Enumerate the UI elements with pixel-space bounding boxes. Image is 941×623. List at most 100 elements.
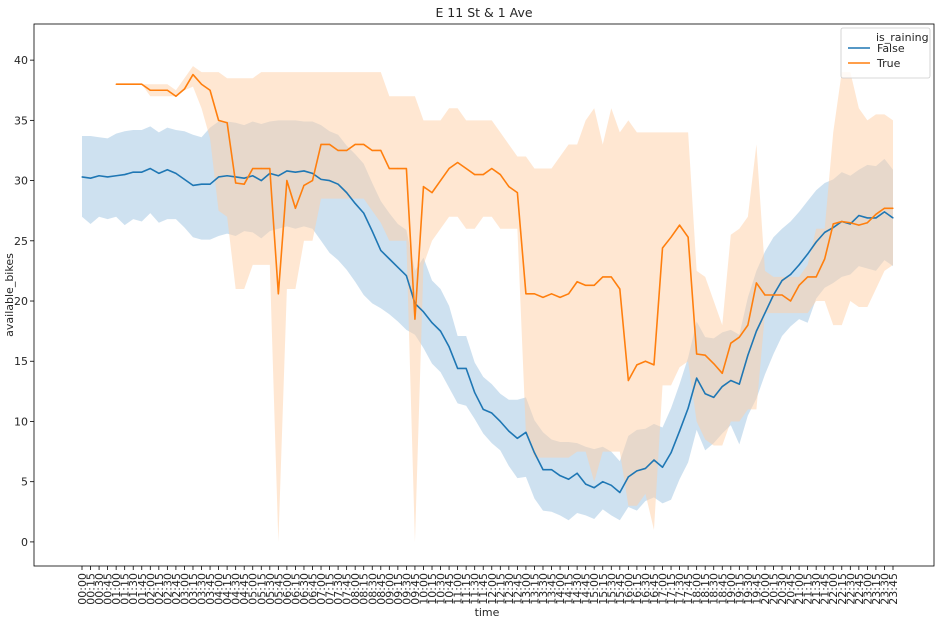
data-point bbox=[320, 178, 322, 180]
y-tick-label: 35 bbox=[14, 114, 28, 127]
data-point bbox=[132, 171, 134, 173]
x-tick-label: 15:00 bbox=[588, 573, 601, 605]
x-tick-label: 01:45 bbox=[136, 573, 149, 605]
data-point bbox=[858, 214, 860, 217]
data-point bbox=[457, 161, 459, 164]
data-point bbox=[841, 220, 843, 223]
data-point bbox=[653, 364, 655, 366]
x-tick-label: 12:30 bbox=[503, 573, 516, 605]
data-point bbox=[653, 459, 655, 461]
x-tick-label: 22:30 bbox=[844, 573, 857, 605]
legend-label-false: False bbox=[877, 42, 905, 55]
data-point bbox=[866, 217, 868, 219]
data-point bbox=[166, 169, 168, 171]
x-tick-label: 16:15 bbox=[631, 573, 644, 605]
x-tick-label: 04:00 bbox=[213, 573, 226, 605]
data-point bbox=[678, 430, 681, 432]
data-point bbox=[337, 149, 339, 152]
data-point bbox=[422, 311, 425, 313]
x-tick-label: 18:45 bbox=[716, 573, 729, 605]
x-tick-label: 13:00 bbox=[520, 573, 533, 605]
x-tick-label: 00:30 bbox=[93, 573, 106, 605]
x-tick-label: 05:45 bbox=[272, 573, 285, 605]
x-tick-label: 08:30 bbox=[366, 573, 379, 605]
data-point bbox=[644, 467, 647, 470]
x-tick-label: 14:15 bbox=[563, 573, 576, 605]
y-tick-label: 20 bbox=[14, 295, 28, 308]
data-point bbox=[875, 213, 877, 215]
data-point bbox=[277, 293, 279, 295]
data-point bbox=[405, 275, 407, 277]
data-point bbox=[124, 173, 126, 176]
data-point bbox=[696, 353, 698, 355]
data-point bbox=[422, 186, 425, 188]
data-point bbox=[764, 294, 766, 296]
series-true-points bbox=[115, 73, 894, 382]
x-tick-label: 09:15 bbox=[392, 573, 405, 605]
data-point bbox=[320, 143, 322, 146]
data-point bbox=[585, 284, 587, 286]
data-point bbox=[397, 167, 399, 170]
x-tick-label: 21:15 bbox=[802, 573, 815, 605]
data-point bbox=[516, 192, 518, 194]
legend-title: is_raining bbox=[876, 31, 929, 44]
y-axis: 0 5 10 15 20 25 30 35 40 bbox=[14, 54, 34, 549]
data-point bbox=[542, 469, 544, 471]
x-tick-label: 02:15 bbox=[153, 573, 166, 605]
data-point bbox=[508, 186, 510, 188]
data-point bbox=[602, 276, 604, 278]
x-tick-label: 21:45 bbox=[819, 573, 832, 605]
data-point bbox=[346, 192, 348, 194]
data-point bbox=[542, 296, 544, 299]
data-point bbox=[354, 143, 356, 146]
series-true-line bbox=[116, 73, 893, 382]
data-point bbox=[175, 95, 177, 97]
data-point bbox=[755, 330, 758, 332]
legend-entries: False True bbox=[848, 42, 905, 70]
x-tick-label: 01:00 bbox=[110, 573, 123, 605]
x-tick-label: 14:45 bbox=[580, 573, 593, 605]
data-point bbox=[260, 179, 262, 182]
data-point bbox=[568, 293, 570, 295]
data-point bbox=[610, 276, 612, 278]
data-point bbox=[576, 281, 578, 283]
data-point bbox=[713, 396, 715, 398]
data-point bbox=[670, 452, 672, 454]
x-tick-label: 16:00 bbox=[622, 573, 635, 605]
x-tick-label: 17:45 bbox=[682, 573, 695, 605]
data-point bbox=[363, 212, 365, 214]
x-tick-label: 13:45 bbox=[546, 573, 559, 605]
data-point bbox=[704, 354, 706, 356]
data-point bbox=[209, 89, 211, 91]
x-tick-label: 06:45 bbox=[306, 573, 319, 605]
data-point bbox=[875, 217, 877, 219]
data-point bbox=[209, 183, 211, 185]
x-tick-label: 14:00 bbox=[554, 573, 567, 605]
x-tick-label: 05:15 bbox=[255, 573, 268, 605]
x-tick-label: 11:00 bbox=[452, 573, 465, 605]
x-tick-label: 11:45 bbox=[477, 573, 490, 605]
data-point bbox=[388, 167, 390, 170]
data-point bbox=[277, 175, 279, 177]
data-point bbox=[687, 236, 689, 238]
x-tick-label: 06:15 bbox=[289, 573, 302, 605]
x-tick-label: 23:00 bbox=[861, 573, 874, 605]
x-tick-label: 03:00 bbox=[178, 573, 191, 605]
data-point bbox=[585, 483, 587, 485]
data-point bbox=[303, 184, 305, 186]
data-point bbox=[465, 367, 467, 370]
data-point bbox=[781, 294, 783, 296]
data-point bbox=[824, 258, 826, 260]
data-point bbox=[525, 293, 527, 295]
data-point bbox=[807, 253, 809, 255]
y-tick-label: 0 bbox=[21, 536, 28, 549]
y-tick-label: 10 bbox=[14, 415, 28, 428]
x-tick-label: 18:00 bbox=[691, 573, 704, 605]
data-point bbox=[149, 89, 151, 91]
data-point bbox=[516, 437, 518, 439]
data-point bbox=[661, 466, 664, 468]
data-point bbox=[311, 172, 314, 174]
x-tick-label: 17:15 bbox=[665, 573, 678, 605]
x-tick-label: 10:45 bbox=[443, 573, 456, 605]
